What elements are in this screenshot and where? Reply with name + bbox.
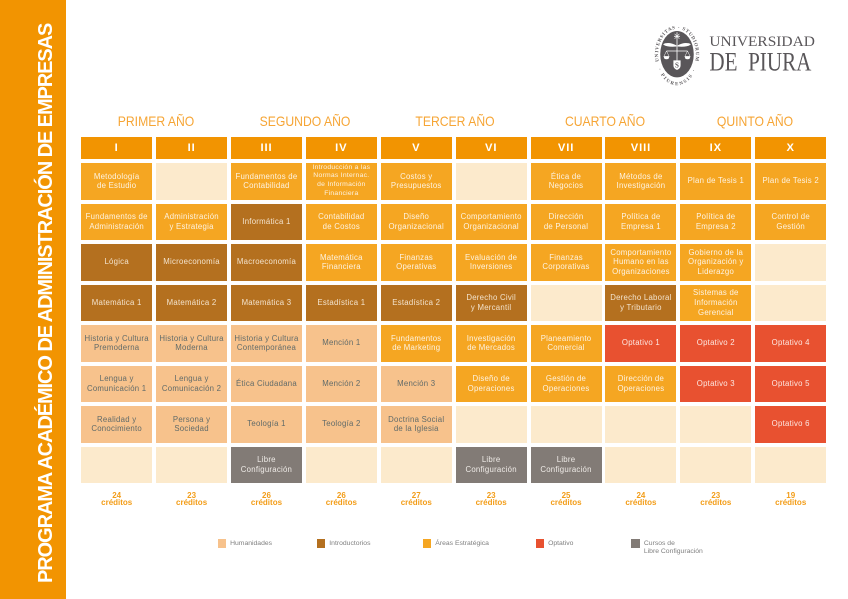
svg-text:UNIVERSIDAD: UNIVERSIDAD (709, 34, 815, 50)
svg-text:S: S (675, 62, 679, 70)
svg-text:DE PIURA: DE PIURA (709, 48, 811, 77)
